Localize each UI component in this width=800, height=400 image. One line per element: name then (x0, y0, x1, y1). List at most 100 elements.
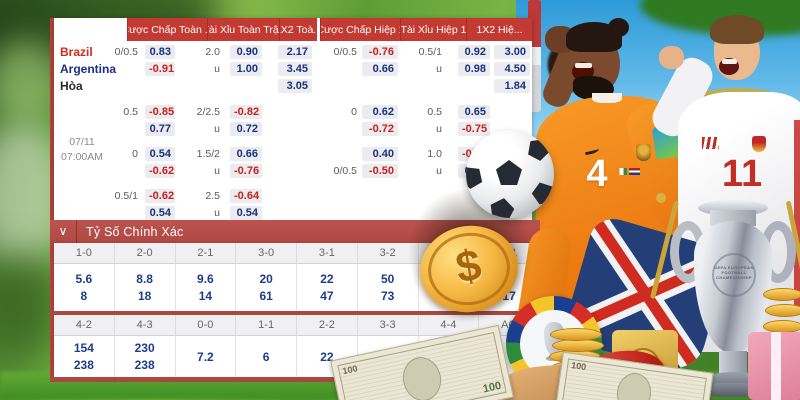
odds-value[interactable]: -0.76 (230, 164, 262, 179)
odds-value[interactable]: 0.72 (230, 121, 262, 136)
odds-value[interactable]: 0.83 (145, 44, 175, 59)
odds-value[interactable]: 3.05 (278, 79, 312, 94)
odds-value[interactable]: 0.92 (458, 44, 490, 59)
score-odds-value[interactable]: 18 (137, 289, 152, 303)
mini-flag-icon (616, 168, 627, 175)
score-odds-value[interactable]: 5.6 (75, 272, 93, 286)
odds-value-cell[interactable]: 2.17 (278, 44, 312, 59)
odds-value[interactable]: 0.90 (230, 44, 262, 59)
score-odds-value[interactable]: 73 (380, 289, 395, 303)
odds-value-cell[interactable]: -0.62 (145, 164, 175, 179)
score-odds-cell[interactable]: 8.8 18 (114, 264, 176, 311)
odds-value-cell[interactable]: 0.54 (145, 147, 175, 162)
score-odds-value[interactable]: 238 (134, 358, 155, 372)
score-odds-value[interactable]: 7.2 (197, 349, 214, 364)
odds-value-cell[interactable]: 0.72 (230, 121, 262, 136)
score-odds-cell[interactable]: 6 (236, 336, 297, 377)
odds-value-cell[interactable]: 0.90 (230, 44, 262, 59)
score-odds-cell[interactable]: 20 61 (236, 264, 297, 311)
odds-value-cell[interactable]: 3.05 (278, 79, 312, 94)
score-odds-cell[interactable]: 50 73 (357, 264, 419, 311)
odds-value[interactable]: 1.00 (230, 61, 262, 76)
odds-value[interactable]: 0.54 (145, 147, 175, 162)
score-odds-value[interactable]: 238 (73, 358, 94, 372)
odds-value-cell[interactable]: -0.76 (230, 164, 262, 179)
odds-value-cell[interactable]: 3.45 (278, 61, 312, 76)
odds-value[interactable]: 0.62 (362, 104, 398, 119)
odds-value-cell[interactable]: 0.92 (458, 44, 490, 59)
odds-value[interactable]: 0.54 (145, 206, 175, 221)
odds-value[interactable]: 0.98 (458, 61, 490, 76)
odds-value-cell[interactable]: 0.98 (458, 61, 490, 76)
score-odds-value[interactable]: 20 (259, 272, 273, 286)
odds-value-cell[interactable]: 1.84 (494, 79, 530, 94)
score-odds-value[interactable]: 230 (134, 341, 155, 355)
odds-value-cell[interactable]: -0.72 (362, 121, 398, 136)
odds-value[interactable]: 4.50 (494, 61, 530, 76)
odds-value[interactable]: -0.85 (145, 104, 175, 119)
odds-value[interactable]: 1.84 (494, 79, 530, 94)
odds-value[interactable]: -0.64 (230, 188, 262, 203)
odds-value[interactable]: 3.45 (278, 61, 312, 76)
odds-value[interactable]: -0.72 (362, 121, 398, 136)
odds-row: 0.54 u 0.54 (54, 204, 532, 221)
odds-value[interactable]: 0.77 (145, 121, 175, 136)
ball-patch (488, 196, 516, 218)
score-odds-cell[interactable]: 22 47 (297, 264, 358, 311)
odds-value-cell[interactable]: -0.75 (458, 121, 490, 136)
odds-value[interactable]: -0.62 (145, 188, 175, 203)
odds-value[interactable]: -0.50 (362, 164, 398, 179)
score-odds-value[interactable]: 8.8 (136, 272, 153, 286)
odds-value-cell (278, 105, 312, 119)
odds-value-cell[interactable]: -0.76 (362, 44, 398, 59)
odds-value-cell[interactable]: -0.82 (230, 104, 262, 119)
odds-value-cell[interactable]: 4.50 (494, 61, 530, 76)
odds-value[interactable]: -0.76 (362, 44, 398, 59)
chevron-down-icon[interactable]: ∨ (58, 224, 68, 238)
odds-value-cell[interactable]: 1.00 (230, 61, 262, 76)
odds-value-cell[interactable]: 0.40 (362, 147, 398, 162)
handicap-line-label: 2/2.5 (196, 105, 220, 118)
odds-value[interactable]: 0.66 (362, 61, 398, 76)
score-odds-value[interactable]: 22 (320, 272, 334, 286)
score-odds-cell[interactable]: 9.6 14 (175, 264, 237, 311)
odds-value-cell[interactable]: 0.66 (230, 147, 262, 162)
odds-value[interactable]: -0.91 (145, 61, 175, 76)
score-odds-cell[interactable]: 7.2 (175, 336, 237, 377)
score-odds-cell[interactable]: 230 238 (114, 336, 176, 377)
odds-value-cell[interactable]: 0.77 (145, 121, 175, 136)
odds-value-cell[interactable]: 0.54 (230, 206, 262, 221)
handicap-line-label: 0.5/1 (418, 45, 442, 58)
score-odds-value[interactable]: 14 (198, 289, 213, 303)
odds-value-cell[interactable]: 0.65 (458, 104, 490, 119)
odds-value[interactable]: 0.65 (458, 104, 490, 119)
odds-value[interactable]: 0.54 (230, 206, 262, 221)
score-odds-value[interactable]: 61 (259, 289, 273, 303)
score-odds-value[interactable]: 8 (80, 289, 88, 303)
score-odds-value[interactable]: 9.6 (197, 272, 214, 286)
odds-value-cell[interactable]: 0.66 (362, 61, 398, 76)
odds-value[interactable]: 2.17 (278, 44, 312, 59)
score-odds-value[interactable]: 47 (320, 289, 334, 303)
odds-value-cell[interactable]: 0.62 (362, 104, 398, 119)
odds-value-cell[interactable]: 0.83 (145, 44, 175, 59)
odds-value[interactable]: 3.00 (494, 44, 530, 59)
score-odds-value[interactable]: 6 (262, 349, 270, 364)
odds-value-cell[interactable]: -0.64 (230, 188, 262, 203)
odds-value[interactable]: 0.40 (362, 147, 398, 162)
odds-value-cell[interactable]: 0.54 (145, 206, 175, 221)
odds-value[interactable]: 0.66 (230, 147, 262, 162)
odds-value-cell[interactable]: 3.00 (494, 44, 530, 59)
score-odds-cell[interactable]: 154 238 (54, 336, 115, 377)
score-odds-cell[interactable]: 5.6 8 (54, 264, 115, 311)
odds-value-cell[interactable]: -0.50 (362, 164, 398, 179)
odds-value[interactable]: -0.75 (458, 121, 490, 136)
odds-value-cell[interactable]: -0.91 (145, 61, 175, 76)
odds-value[interactable]: -0.82 (230, 104, 262, 119)
euro-trophy: UEFA EUROPEAN FOOTBALL CHAMPIONSHIP (649, 193, 800, 400)
score-odds-value[interactable]: 154 (73, 341, 94, 355)
score-odds-value[interactable]: 50 (380, 272, 395, 286)
odds-value[interactable]: -0.62 (145, 164, 175, 179)
odds-value-cell[interactable]: -0.85 (145, 104, 175, 119)
odds-value-cell[interactable]: -0.62 (145, 188, 175, 203)
